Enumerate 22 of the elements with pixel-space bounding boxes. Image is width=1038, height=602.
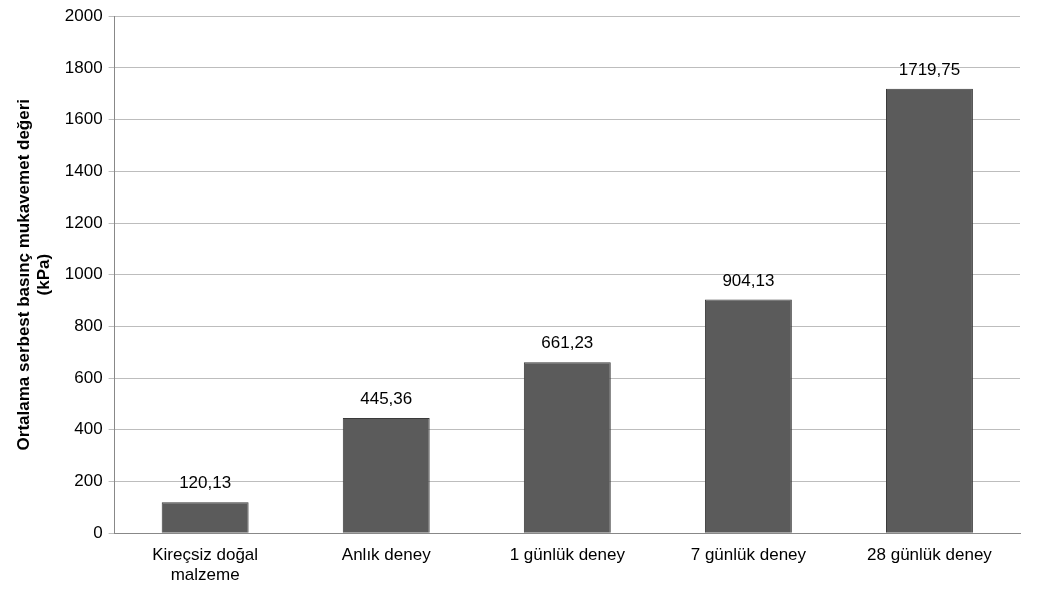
y-tick-label: 1000 — [64, 264, 103, 284]
y-tick-label: 1400 — [64, 160, 103, 180]
y-tick-label: 400 — [74, 419, 103, 439]
x-tick-label: 7 günlük deney — [690, 545, 807, 565]
data-label: 445,36 — [360, 389, 413, 409]
y-tick-label: 1600 — [64, 109, 103, 129]
y-tick-label: 800 — [74, 316, 103, 336]
y-tick-label: 600 — [74, 367, 103, 387]
x-tick-label: Anlık deney — [341, 545, 432, 565]
y-tick-label: 0 — [93, 522, 103, 542]
x-tick-label: Kireçsiz doğal malzeme — [152, 545, 259, 585]
data-label: 904,13 — [722, 270, 775, 290]
y-axis-title: Ortalama serbest basınç mukavemet değeri (kPa) — [13, 98, 54, 451]
y-tick-label: 2000 — [64, 5, 103, 25]
x-tick-label: 1 günlük deney — [509, 545, 626, 565]
data-label: 1719,75 — [898, 59, 961, 79]
data-label: 661,23 — [541, 333, 594, 353]
data-label: 120,13 — [179, 473, 232, 493]
y-tick-label: 1800 — [64, 57, 103, 77]
x-tick-label: 28 günlük deney — [867, 545, 993, 565]
y-tick-label: 200 — [74, 471, 103, 491]
y-tick-label: 1200 — [64, 212, 103, 232]
